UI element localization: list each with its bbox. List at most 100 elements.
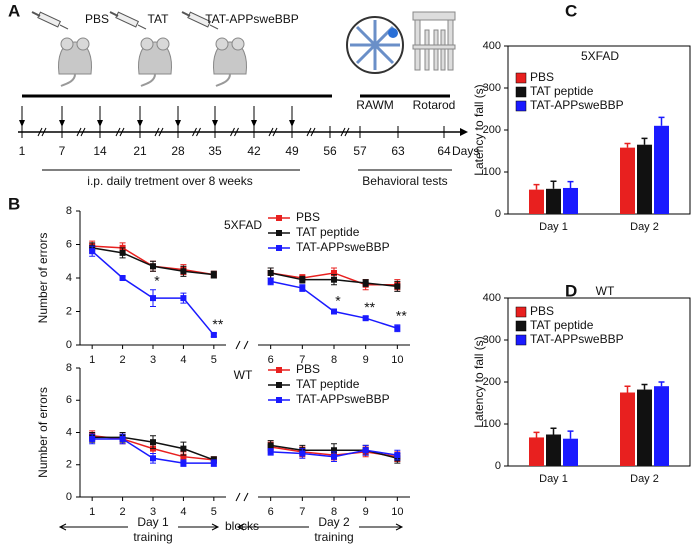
legend-label: PBS	[530, 304, 554, 318]
data-point	[210, 460, 217, 467]
x-tick-label: 3	[150, 354, 156, 366]
chart-title: WT	[234, 368, 253, 382]
y-tick-label: 2	[66, 305, 72, 317]
x-tick-label: 2	[120, 506, 126, 518]
y-tick-label: 400	[483, 292, 501, 304]
data-point	[150, 455, 156, 462]
legend-swatch	[515, 86, 527, 98]
y-tick-label: 200	[483, 124, 501, 136]
group-arrow	[58, 523, 220, 531]
error-bar	[550, 427, 557, 435]
error-bar	[658, 116, 665, 126]
legend-label: TAT-APPsweBBP	[530, 332, 624, 346]
data-point	[267, 278, 274, 285]
x-tick-label: 10	[391, 354, 403, 366]
data-point	[119, 435, 126, 442]
bar	[529, 437, 544, 466]
legend-swatch	[515, 100, 527, 112]
chart-title: 5XFAD	[224, 218, 262, 232]
legend-label: TAT peptide	[296, 225, 360, 239]
injection-arrowhead	[97, 120, 103, 127]
legend-label: TAT-APPsweBBP	[530, 98, 624, 112]
data-point	[394, 325, 401, 332]
rotarod-icon	[412, 11, 456, 71]
day-label: 64	[437, 144, 451, 158]
axis-break	[306, 127, 316, 137]
injection-arrowhead	[137, 120, 143, 127]
data-point	[267, 442, 274, 449]
y-tick-label: 200	[483, 376, 501, 388]
y-axis-label: Latency to fall (s)	[472, 84, 486, 175]
y-axis-label: Latency to fall (s)	[472, 336, 486, 427]
day-label: 49	[285, 144, 299, 158]
axis-break	[235, 340, 249, 350]
group-label: TAT-APPsweBBP	[205, 12, 299, 26]
bar	[546, 434, 561, 466]
data-point	[267, 269, 274, 276]
legend-swatch	[515, 320, 527, 332]
day-label: 21	[133, 144, 147, 158]
data-point	[180, 295, 187, 302]
data-point	[362, 447, 369, 454]
day-label: 56	[323, 144, 337, 158]
error-bar	[641, 137, 648, 145]
axis-break	[192, 127, 201, 137]
legend-label: TAT peptide	[530, 84, 594, 98]
legend-marker	[276, 230, 282, 236]
timeline: 1 7 14 21 28 35 42 49 56 57 63 64 Days	[19, 106, 479, 158]
group-label: TAT	[148, 12, 170, 26]
x-tick-label: 7	[299, 506, 305, 518]
legend-swatch	[515, 334, 527, 346]
y-tick-label: 6	[66, 238, 72, 250]
y-axis-label: Number of errors	[36, 233, 50, 324]
panel-letter: A	[8, 1, 20, 20]
axis-break	[115, 127, 125, 137]
x-tick-label: 5	[211, 506, 217, 518]
tests-label: Behavioral tests	[362, 174, 447, 188]
x-tick-label: 1	[89, 506, 95, 518]
data-point	[150, 295, 156, 302]
x-tick-label: 7	[299, 354, 305, 366]
bar	[620, 392, 635, 466]
day-label: 1	[19, 144, 26, 158]
error-bar	[624, 142, 631, 148]
bar	[546, 188, 561, 214]
x-tick-label: 8	[331, 506, 337, 518]
legend-marker	[276, 367, 282, 373]
bar	[637, 144, 652, 214]
data-point	[210, 331, 217, 338]
x-tick-label: Day 2	[630, 221, 659, 233]
chart-title: WT	[596, 284, 615, 298]
y-tick-label: 0	[495, 460, 501, 472]
y-tick-label: 8	[66, 362, 72, 374]
bar	[529, 189, 544, 214]
day-label: 7	[59, 144, 66, 158]
timeline-arrow	[460, 128, 468, 136]
significance-label: *	[335, 293, 341, 309]
device-label: RAWM	[356, 98, 394, 112]
y-tick-label: 100	[483, 166, 501, 178]
injection-arrowhead	[212, 120, 218, 127]
data-point	[180, 460, 187, 467]
mouse-icon	[57, 37, 93, 87]
legend-label: PBS	[296, 210, 320, 224]
error-bar	[550, 180, 557, 189]
legend-marker	[276, 382, 282, 388]
legend-label: PBS	[296, 362, 320, 376]
error-bar	[624, 385, 631, 393]
y-tick-label: 4	[66, 426, 72, 438]
data-point	[180, 453, 187, 460]
error-bar	[641, 383, 648, 390]
y-tick-label: 4	[66, 272, 72, 284]
day-label: 14	[93, 144, 107, 158]
data-point	[394, 452, 401, 459]
injection-arrowhead	[19, 120, 25, 127]
injection-arrowhead	[59, 120, 65, 127]
x-tick-label: 10	[391, 506, 403, 518]
x-tick-label: 4	[180, 354, 186, 366]
x-tick-label: 9	[363, 354, 369, 366]
bar	[563, 438, 578, 466]
data-point	[362, 315, 369, 322]
